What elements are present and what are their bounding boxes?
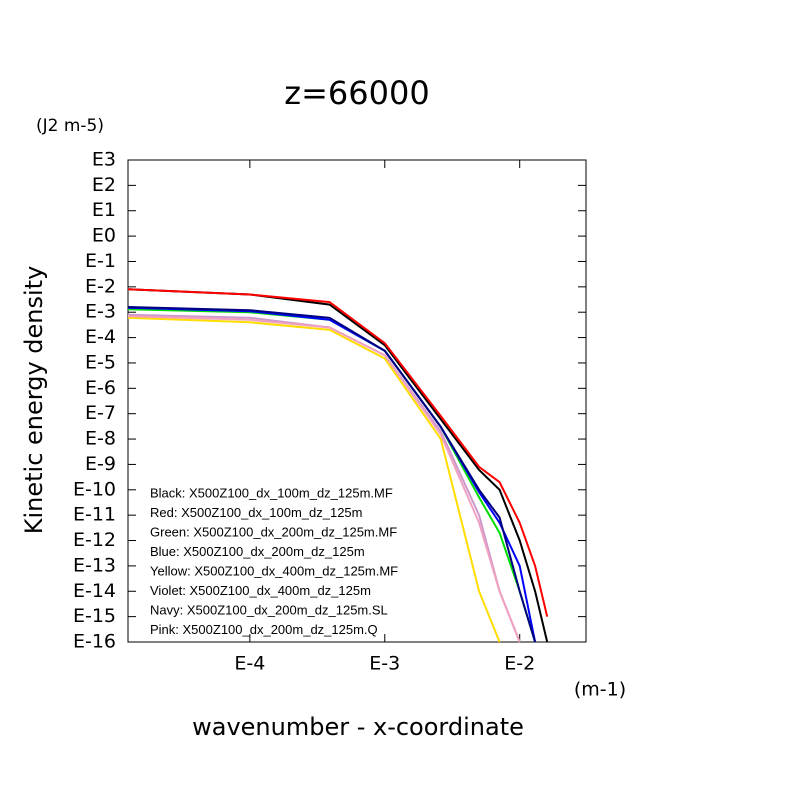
y-tick-label: E-5	[85, 351, 116, 373]
series-line	[127, 288, 549, 643]
legend-entry: Green: X500Z100_dx_200m_dz_125m.MF	[150, 524, 397, 539]
y-tick-label: E-4	[85, 326, 116, 348]
y-tick-label: E-1	[85, 250, 116, 272]
y-tick-label: E-13	[73, 554, 116, 576]
legend-entry: Red: X500Z100_dx_100m_dz_125m	[150, 505, 362, 520]
y-tick-label: E-7	[85, 402, 116, 424]
y-tick-label: E-2	[85, 275, 116, 297]
x-unit: (m-1)	[574, 679, 626, 701]
y-tick-label: E1	[92, 199, 116, 221]
legend-entry: Pink: X500Z100_dx_200m_dz_125m.Q	[150, 622, 378, 637]
legend-entry: Black: X500Z100_dx_100m_dz_125m.MF	[150, 485, 393, 500]
y-tick-label: E-15	[73, 605, 116, 627]
y-tick-label: E-16	[73, 631, 116, 653]
series-line	[127, 306, 537, 643]
y-tick-label: E-8	[85, 428, 116, 450]
y-tick-label: E-9	[85, 453, 116, 475]
legend-entry: Blue: X500Z100_dx_200m_dz_125m	[150, 544, 365, 559]
y-tick-label: E-6	[85, 377, 116, 399]
x-tick-label: E-2	[504, 653, 535, 675]
x-tick-label: E-3	[369, 653, 400, 675]
y-axis-label: Kinetic energy density	[20, 266, 48, 535]
y-tick-label: E0	[92, 225, 116, 247]
legend-entry: Navy: X500Z100_dx_200m_dz_125m.SL	[150, 602, 388, 617]
y-tick-label: E-14	[73, 580, 116, 602]
series-line	[127, 288, 549, 617]
y-tick-label: E-12	[73, 529, 116, 551]
y-unit: (J2 m-5)	[36, 116, 104, 136]
x-tick-label: E-4	[234, 653, 265, 675]
series-line	[127, 315, 521, 643]
x-axis-label: wavenumber - x-coordinate	[192, 713, 524, 741]
chart-title: z=66000	[284, 74, 429, 112]
y-tick-label: E3	[92, 149, 116, 171]
y-tick-label: E-3	[85, 301, 116, 323]
y-tick-label: E-10	[73, 478, 116, 500]
series-line	[127, 316, 501, 643]
y-tick-label: E-11	[73, 504, 116, 526]
plot-frame	[127, 159, 587, 643]
y-tick-label: E2	[92, 174, 116, 196]
legend-entry: Yellow: X500Z100_dx_400m_dz_125m.MF	[150, 563, 398, 578]
legend-entry: Violet: X500Z100_dx_400m_dz_125m	[150, 583, 371, 598]
